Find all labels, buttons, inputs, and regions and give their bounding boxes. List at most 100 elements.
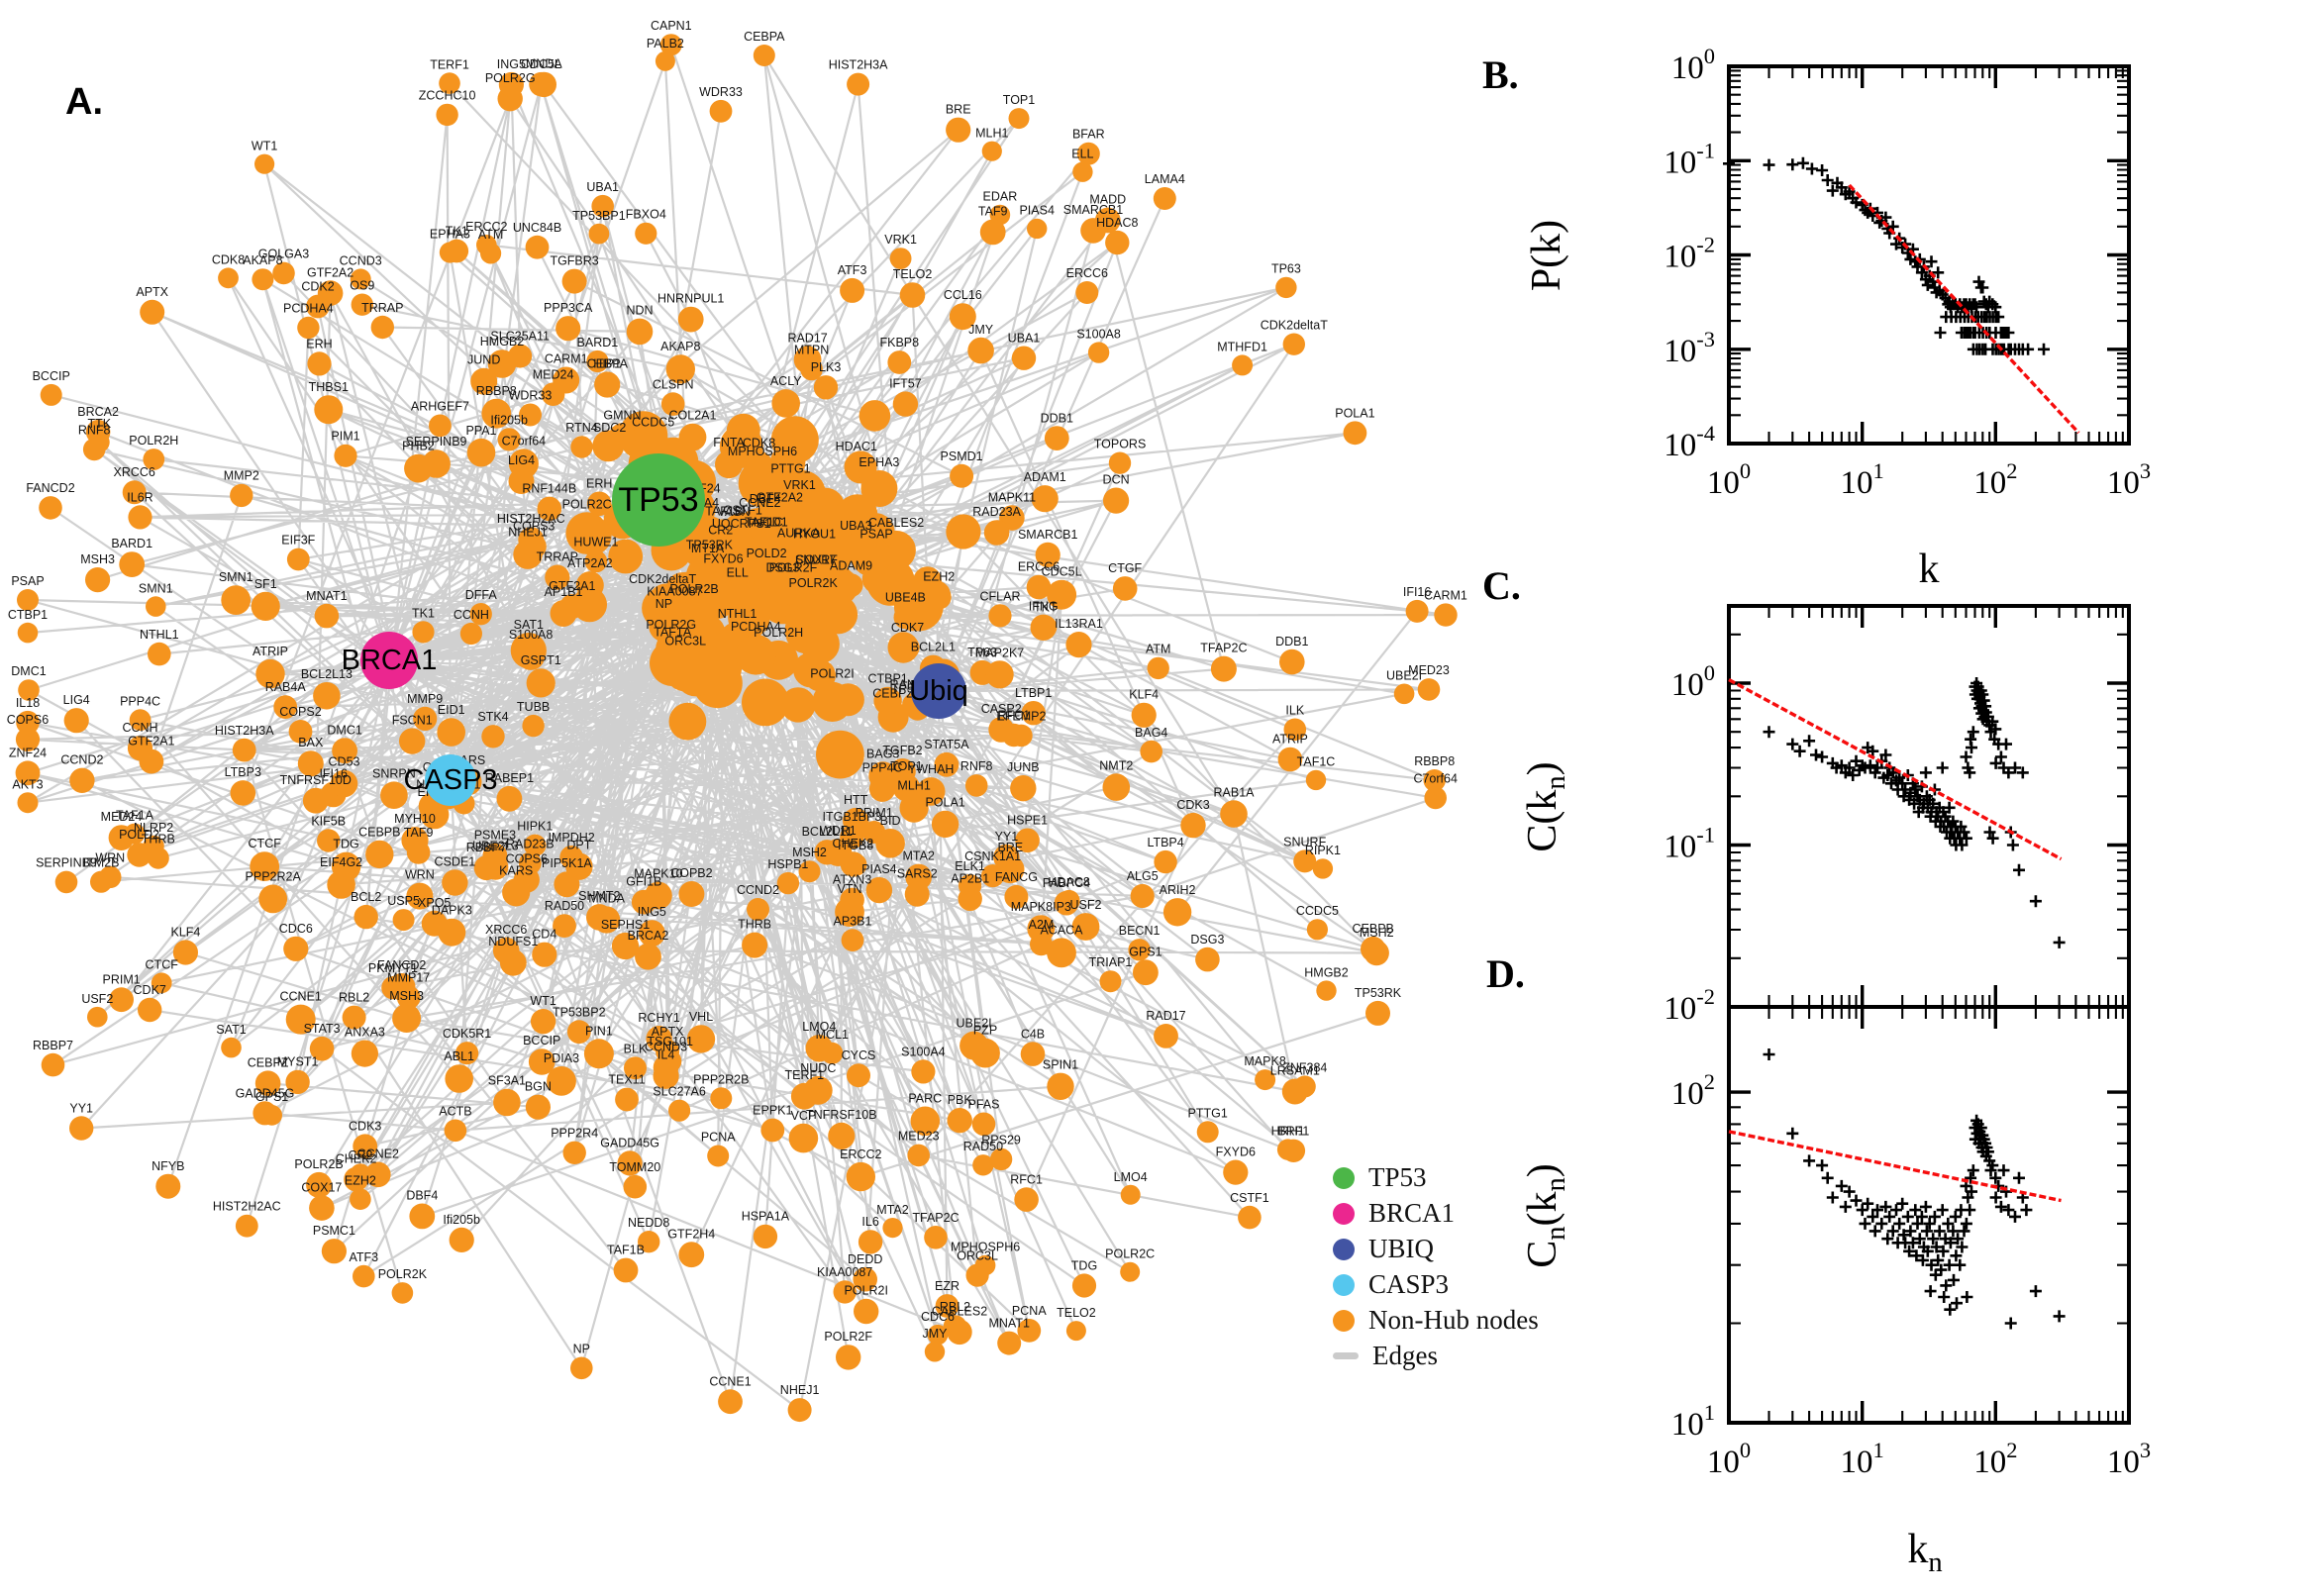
svg-text:PSME3: PSME3 xyxy=(474,829,516,843)
svg-text:HDAC1: HDAC1 xyxy=(836,440,877,453)
svg-text:IL6: IL6 xyxy=(861,1215,878,1229)
svg-text:SERPINB9: SERPINB9 xyxy=(406,435,467,449)
svg-text:AP1B1: AP1B1 xyxy=(545,585,583,599)
svg-text:DMC1: DMC1 xyxy=(327,723,361,737)
svg-text:CEBPB: CEBPB xyxy=(358,826,400,840)
svg-text:TAF1C: TAF1C xyxy=(1297,755,1336,769)
svg-text:RBL2: RBL2 xyxy=(940,1300,970,1314)
svg-text:LTBP4: LTBP4 xyxy=(1147,836,1183,849)
casp3-dot-icon xyxy=(1333,1273,1355,1296)
network-legend: TP53 BRCA1 UBIQ CASP3 Non-Hub nodes Edge… xyxy=(1333,1164,1539,1369)
fit-line-C xyxy=(1728,678,2063,861)
svg-text:ELL: ELL xyxy=(1071,148,1093,161)
svg-text:CTCF: CTCF xyxy=(249,837,282,850)
svg-text:RAD50: RAD50 xyxy=(545,899,584,913)
svg-text:PBK: PBK xyxy=(948,1093,973,1107)
svg-text:GOLGA3: GOLGA3 xyxy=(258,248,309,261)
svg-text:IL4: IL4 xyxy=(657,1048,674,1062)
svg-text:POLR2H: POLR2H xyxy=(129,434,178,448)
svg-text:TAF1A: TAF1A xyxy=(116,809,154,823)
svg-text:S100A8: S100A8 xyxy=(509,628,554,642)
svg-text:SMN1: SMN1 xyxy=(219,570,253,584)
tick-label: 100 xyxy=(1707,1438,1751,1480)
svg-text:COX17: COX17 xyxy=(301,1180,342,1194)
svg-text:EID1: EID1 xyxy=(438,703,465,717)
svg-text:PPP3CA: PPP3CA xyxy=(544,301,593,315)
tick-label: 10-3 xyxy=(1664,327,1715,369)
svg-text:BARD1: BARD1 xyxy=(111,537,152,550)
svg-text:CDK2deltaT: CDK2deltaT xyxy=(1261,319,1328,333)
svg-text:CCND2: CCND2 xyxy=(60,753,103,767)
svg-text:FANCD2: FANCD2 xyxy=(377,958,426,972)
svg-text:BCL2L1: BCL2L1 xyxy=(911,641,956,654)
svg-text:CDK3: CDK3 xyxy=(1176,798,1209,812)
svg-text:POLD2: POLD2 xyxy=(119,828,159,842)
svg-text:SERPINB9: SERPINB9 xyxy=(36,856,97,870)
svg-text:S100A4: S100A4 xyxy=(901,1045,946,1058)
tick-label: 100 xyxy=(1707,458,1751,501)
svg-text:BAG4: BAG4 xyxy=(1135,726,1167,740)
svg-text:POLD2: POLD2 xyxy=(747,547,787,560)
svg-text:NHEJ1: NHEJ1 xyxy=(780,1383,820,1397)
svg-text:RAD17: RAD17 xyxy=(1146,1009,1185,1023)
edge-line-icon xyxy=(1333,1352,1359,1359)
svg-text:CDK8: CDK8 xyxy=(212,253,245,267)
svg-text:PPP4C: PPP4C xyxy=(120,694,160,708)
svg-text:COPS6: COPS6 xyxy=(7,713,49,727)
svg-text:TAF1C: TAF1C xyxy=(745,515,783,529)
svg-text:DSG3: DSG3 xyxy=(1190,933,1224,947)
svg-text:LIG4: LIG4 xyxy=(508,453,535,467)
svg-text:ARHGEF7: ARHGEF7 xyxy=(411,400,469,414)
svg-text:MED24: MED24 xyxy=(533,367,574,381)
svg-text:SEPHS1: SEPHS1 xyxy=(601,918,650,932)
svg-text:JUNB: JUNB xyxy=(1007,760,1040,774)
svg-text:SNURF: SNURF xyxy=(1283,835,1326,848)
svg-text:SDC2: SDC2 xyxy=(593,421,626,435)
svg-text:RIPK1: RIPK1 xyxy=(1305,844,1341,857)
svg-text:JMY: JMY xyxy=(923,1327,949,1341)
svg-text:SNURF: SNURF xyxy=(795,553,838,567)
svg-text:IFI16: IFI16 xyxy=(319,767,348,781)
svg-text:ABL1: ABL1 xyxy=(444,1049,474,1063)
svg-text:DAPK3: DAPK3 xyxy=(432,904,472,918)
svg-text:POLR2I: POLR2I xyxy=(844,1284,887,1298)
chart-panel-B: 100 101 102 103 100 10-1 10-2 10-3 10-4 k P(k) xyxy=(1524,44,2151,592)
svg-text:CABLES2: CABLES2 xyxy=(932,1305,987,1319)
svg-text:LRSAM1: LRSAM1 xyxy=(1270,1064,1320,1078)
svg-text:TAF1B: TAF1B xyxy=(607,1244,645,1257)
svg-text:UBA1: UBA1 xyxy=(586,180,619,194)
svg-text:BLK: BLK xyxy=(624,1042,648,1055)
svg-text:CARM1: CARM1 xyxy=(1424,589,1467,603)
svg-text:VHL: VHL xyxy=(689,1010,713,1024)
scatter-points-C xyxy=(1763,677,2066,948)
svg-text:MTHFD1: MTHFD1 xyxy=(1217,341,1267,354)
svg-text:MTPN: MTPN xyxy=(794,344,829,357)
svg-text:POLR2I: POLR2I xyxy=(810,667,854,681)
svg-text:FXYD6: FXYD6 xyxy=(703,552,743,566)
svg-text:CLSPN: CLSPN xyxy=(653,377,694,391)
svg-text:CEBPB: CEBPB xyxy=(1353,922,1394,936)
svg-text:RTN4: RTN4 xyxy=(565,421,597,435)
hub-nodes: TP53 BRCA1 Ubiq CASP3 xyxy=(342,453,968,806)
hub-label-tp53: TP53 xyxy=(618,481,698,519)
svg-text:WRN: WRN xyxy=(95,851,125,865)
tick-label: 102 xyxy=(1973,458,2017,501)
svg-text:FSCN1: FSCN1 xyxy=(392,713,433,727)
svg-text:EZR: EZR xyxy=(935,1279,960,1293)
svg-text:ATF3: ATF3 xyxy=(838,263,867,277)
svg-text:ATM: ATM xyxy=(1146,643,1170,656)
svg-text:XRCC6: XRCC6 xyxy=(485,923,527,937)
svg-text:MPHOSPH6: MPHOSPH6 xyxy=(951,1241,1020,1254)
svg-text:MED24: MED24 xyxy=(101,810,143,824)
ubiq-dot-icon xyxy=(1333,1238,1355,1260)
svg-text:POLR2H: POLR2H xyxy=(754,626,803,640)
tick-label: 102 xyxy=(1671,1069,1715,1112)
svg-text:USF2: USF2 xyxy=(1070,898,1102,912)
svg-text:SAT1: SAT1 xyxy=(216,1023,246,1037)
svg-text:AP2B1: AP2B1 xyxy=(951,872,989,886)
svg-text:NHEJ1: NHEJ1 xyxy=(508,526,548,540)
svg-text:TRRAP: TRRAP xyxy=(361,301,403,315)
svg-text:VRK1: VRK1 xyxy=(884,233,917,247)
svg-text:NOD1: NOD1 xyxy=(754,516,788,530)
svg-text:UBA1: UBA1 xyxy=(1008,332,1041,346)
